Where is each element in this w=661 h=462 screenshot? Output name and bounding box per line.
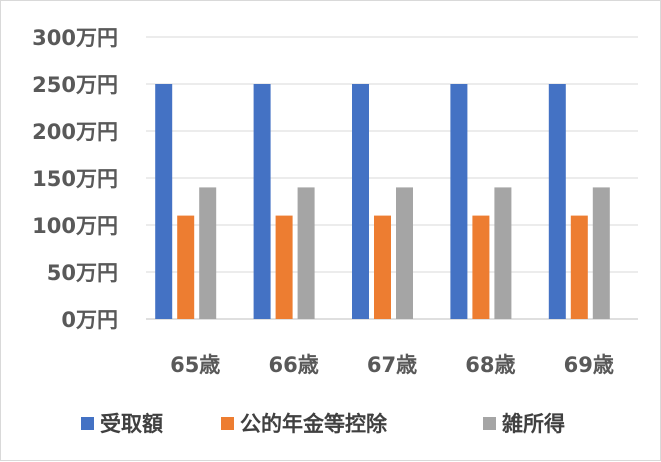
x-category-label: 66歳 [268,353,318,377]
y-axis-ticks: 0万円 50万円 100万円 150万円 200万円 250万円 300万円 [32,26,118,332]
legend: 受取額 公的年金等控除 雑所得 [81,412,565,436]
bar-2 [275,215,293,319]
bars [155,84,610,319]
bar-3 [494,187,512,319]
x-axis-categories: 65歳 66歳 67歳 68歳 69歳 [170,353,614,377]
legend-swatch [483,417,496,430]
bar-1 [253,84,271,319]
bar-3 [592,187,610,319]
legend-swatch [81,417,94,430]
x-category-label: 68歳 [465,353,515,377]
legend-swatch [221,417,234,430]
legend-label: 公的年金等控除 [240,412,388,436]
y-tick-label: 50万円 [47,261,118,285]
gridlines [146,36,638,320]
bar-2 [570,215,588,319]
x-category-label: 67歳 [367,353,417,377]
bar-3 [199,187,217,319]
y-tick-label: 100万円 [32,214,118,238]
y-tick-label: 250万円 [32,73,118,97]
bar-1 [155,84,173,319]
bar-2 [472,215,490,319]
bar-3 [396,187,413,319]
bar-1 [352,84,369,319]
legend-label: 雑所得 [501,412,565,436]
y-tick-label: 150万円 [32,167,118,191]
bar-3 [297,187,315,319]
bar-1 [450,84,468,319]
bar-2 [374,215,391,319]
bar-1 [548,84,566,319]
bar-2 [177,215,195,319]
y-tick-label: 200万円 [32,120,118,144]
y-tick-label: 300万円 [32,26,118,50]
y-tick-label: 0万円 [61,308,118,332]
x-category-label: 69歳 [564,353,614,377]
legend-label: 受取額 [100,412,163,436]
x-category-label: 65歳 [170,353,220,377]
